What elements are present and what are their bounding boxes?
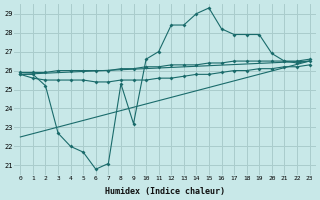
X-axis label: Humidex (Indice chaleur): Humidex (Indice chaleur): [105, 187, 225, 196]
